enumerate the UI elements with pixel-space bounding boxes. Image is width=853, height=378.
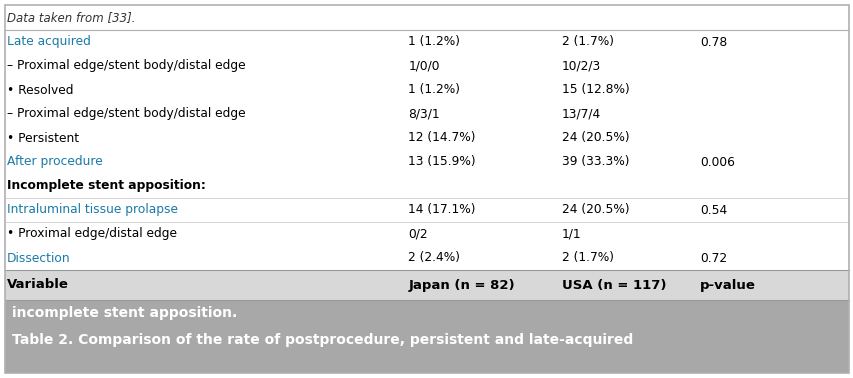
Text: 1/1: 1/1	[561, 228, 581, 240]
Bar	[5, 246, 848, 270]
Text: – Proximal edge/stent body/distal edge: – Proximal edge/stent body/distal edge	[7, 107, 245, 121]
Text: Variable: Variable	[7, 279, 68, 291]
Text: 0.72: 0.72	[699, 251, 727, 265]
Text: • Resolved: • Resolved	[7, 84, 73, 96]
Text: Table 2. Comparison of the rate of postprocedure, persistent and late-acquired: Table 2. Comparison of the rate of postp…	[12, 333, 633, 347]
Text: USA (n = 117): USA (n = 117)	[561, 279, 665, 291]
Text: 2 (2.4%): 2 (2.4%)	[408, 251, 460, 265]
Text: 14 (17.1%): 14 (17.1%)	[408, 203, 475, 217]
Bar	[5, 102, 848, 126]
Text: 13 (15.9%): 13 (15.9%)	[408, 155, 475, 169]
Bar	[5, 54, 848, 78]
Text: 1 (1.2%): 1 (1.2%)	[408, 36, 460, 48]
Text: 0.006: 0.006	[699, 155, 734, 169]
Text: – Proximal edge/stent body/distal edge: – Proximal edge/stent body/distal edge	[7, 59, 245, 73]
Bar	[5, 300, 848, 373]
Text: 1 (1.2%): 1 (1.2%)	[408, 84, 460, 96]
Text: p-value: p-value	[699, 279, 755, 291]
Text: Japan (n = 82): Japan (n = 82)	[408, 279, 514, 291]
Bar	[5, 222, 848, 246]
Text: Intraluminal tissue prolapse: Intraluminal tissue prolapse	[7, 203, 177, 217]
Bar	[5, 174, 848, 198]
Text: 12 (14.7%): 12 (14.7%)	[408, 132, 475, 144]
Text: 15 (12.8%): 15 (12.8%)	[561, 84, 629, 96]
Text: 13/7/4: 13/7/4	[561, 107, 601, 121]
Text: 0.54: 0.54	[699, 203, 727, 217]
Bar	[5, 270, 848, 300]
Text: Incomplete stent apposition:: Incomplete stent apposition:	[7, 180, 206, 192]
Text: 2 (1.7%): 2 (1.7%)	[561, 251, 613, 265]
Text: 0/2: 0/2	[408, 228, 427, 240]
Text: After procedure: After procedure	[7, 155, 102, 169]
Text: • Persistent: • Persistent	[7, 132, 78, 144]
Text: Data taken from [33].: Data taken from [33].	[7, 11, 135, 24]
Text: 1/0/0: 1/0/0	[408, 59, 439, 73]
Bar	[5, 5, 848, 30]
Text: 24 (20.5%): 24 (20.5%)	[561, 132, 629, 144]
Text: 8/3/1: 8/3/1	[408, 107, 439, 121]
Text: • Proximal edge/distal edge: • Proximal edge/distal edge	[7, 228, 177, 240]
Text: Late acquired: Late acquired	[7, 36, 90, 48]
Bar	[5, 150, 848, 174]
Bar	[5, 30, 848, 54]
Text: 0.78: 0.78	[699, 36, 727, 48]
Bar	[5, 126, 848, 150]
Text: Dissection: Dissection	[7, 251, 71, 265]
Text: 2 (1.7%): 2 (1.7%)	[561, 36, 613, 48]
Bar	[5, 198, 848, 222]
Text: 10/2/3: 10/2/3	[561, 59, 601, 73]
Text: 24 (20.5%): 24 (20.5%)	[561, 203, 629, 217]
Bar	[5, 78, 848, 102]
Text: incomplete stent apposition.: incomplete stent apposition.	[12, 306, 237, 320]
Text: 39 (33.3%): 39 (33.3%)	[561, 155, 629, 169]
